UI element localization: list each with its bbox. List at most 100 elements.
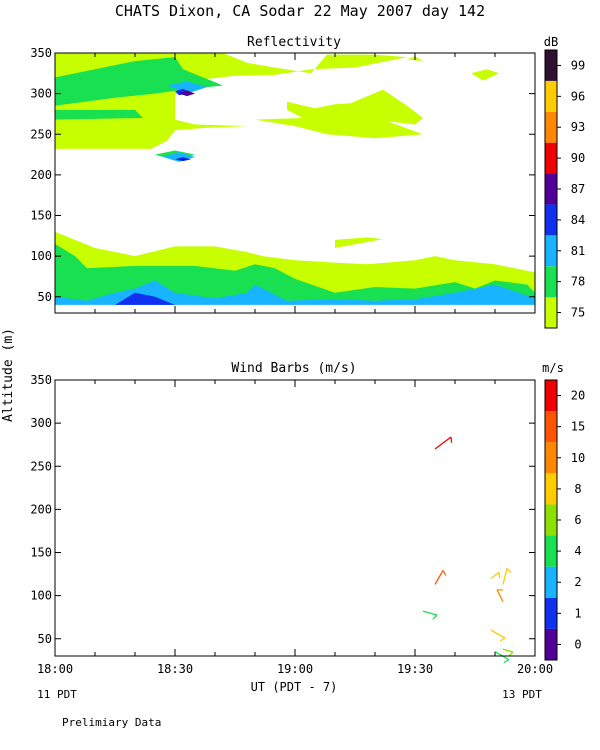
colorbar-swatch <box>545 380 557 412</box>
y-tick-label: 300 <box>30 416 52 430</box>
wind-barb-shaft <box>502 568 508 585</box>
contour-region <box>167 81 207 94</box>
colorbar-swatch <box>545 50 557 81</box>
wind-barb <box>490 571 501 579</box>
colorbar-swatch <box>545 266 557 298</box>
wind-barb-shaft <box>434 436 452 450</box>
colorbar-swatch <box>545 411 557 443</box>
y-tick-label: 350 <box>30 46 52 60</box>
y-tick-label: 150 <box>30 546 52 560</box>
date-right-label: 13 PDT <box>502 688 542 701</box>
y-tick-label: 250 <box>30 127 52 141</box>
y-axis-label: Altitude (m) <box>1 328 16 422</box>
contour-region <box>179 158 187 161</box>
colorbar-label: 75 <box>571 306 585 320</box>
colorbar-label: 20 <box>571 389 585 403</box>
colorbar-label: 99 <box>571 58 585 72</box>
colorbar-label: 81 <box>571 244 585 258</box>
colorbar-swatch <box>545 204 557 236</box>
y-tick-label: 100 <box>30 589 52 603</box>
wind-barb <box>422 610 438 620</box>
windbarb-plot: 50 100 150 200 250 300 350 18:00 18:30 19:00 19:30… <box>30 373 555 676</box>
y-tick-label: 200 <box>30 502 52 516</box>
x-tick-label: 19:30 <box>397 662 433 676</box>
wind-barb-shaft <box>502 648 514 653</box>
x-tick-label: 18:00 <box>37 662 73 676</box>
reflectivity-plot: 50 100 150 200 250 300 350 <box>30 46 536 314</box>
colorbar-label: 90 <box>571 151 585 165</box>
wind-barb-shaft <box>490 629 506 639</box>
wind-barb-flag <box>499 637 506 642</box>
colorbar-label: 0 <box>574 637 581 651</box>
y-tick-label: 50 <box>38 632 52 646</box>
colorbar-label: 6 <box>574 513 581 527</box>
wind-barb-shaft <box>490 571 500 579</box>
x-tick-label: 19:00 <box>277 662 313 676</box>
contour-region <box>179 90 195 97</box>
reflectivity-title: Reflectivity <box>247 35 341 50</box>
wind-barb <box>434 570 447 585</box>
wind-barb <box>502 567 512 585</box>
footer-note: Prelimiary Data <box>62 716 161 729</box>
colorbar-label: 78 <box>571 275 585 289</box>
wind-barb-shaft <box>434 570 444 585</box>
colorbar-swatch <box>545 442 557 474</box>
colorbar-label: 93 <box>571 120 585 134</box>
colorbar-label: 2 <box>574 575 581 589</box>
x-tick-label: 18:30 <box>157 662 193 676</box>
wind-barb-flag <box>506 567 512 573</box>
wind-barb-shaft <box>422 610 438 616</box>
colorbar-swatch <box>545 173 557 205</box>
windbarb-colorbar-unit: m/s <box>542 361 564 375</box>
contour-region <box>335 89 423 125</box>
reflectivity-colorbar-unit: dB <box>544 35 558 49</box>
y-tick-label: 100 <box>30 249 52 263</box>
contour-region <box>335 237 383 248</box>
reflectivity-colorbar: 75 78 81 84 87 90 93 96 99 <box>544 49 585 329</box>
y-tick-label: 350 <box>30 373 52 387</box>
date-left-label: 11 PDT <box>37 688 77 701</box>
colorbar-swatch <box>545 628 557 660</box>
wind-barb-shaft <box>496 589 504 602</box>
colorbar-swatch <box>545 597 557 629</box>
contour-region <box>55 243 535 301</box>
wind-barb <box>496 589 504 602</box>
colorbar-swatch <box>545 566 557 598</box>
wind-barb-flag <box>508 651 514 657</box>
figure-title: CHATS Dixon, CA Sodar 22 May 2007 day 14… <box>115 2 485 20</box>
colorbar-label: 96 <box>571 89 585 103</box>
windbarb-title: Wind Barbs (m/s) <box>231 361 356 376</box>
wind-barb-flag <box>450 436 453 443</box>
wind-barb-flag <box>503 659 510 664</box>
y-tick-label: 50 <box>38 290 52 304</box>
colorbar-label: 87 <box>571 182 585 196</box>
wind-barb <box>490 629 506 642</box>
colorbar-label: 15 <box>571 420 585 434</box>
y-tick-label: 300 <box>30 87 52 101</box>
x-axis-label: UT (PDT - 7) <box>251 680 338 694</box>
windbarb-colorbar: 0 1 2 4 6 8 10 15 20 <box>544 379 585 661</box>
colorbar-swatch <box>545 80 557 112</box>
colorbar-swatch <box>545 473 557 505</box>
plot-frame <box>54 379 536 657</box>
y-tick-label: 150 <box>30 209 52 223</box>
wind-barb-flag <box>498 572 501 579</box>
colorbar-swatch <box>545 535 557 567</box>
colorbar-swatch <box>545 235 557 267</box>
wind-barb-flag <box>432 614 438 620</box>
colorbar-label: 4 <box>574 544 581 558</box>
contour-region <box>55 280 535 305</box>
contour-region <box>115 292 175 305</box>
wind-barb-flag <box>442 570 447 576</box>
colorbar-swatch <box>545 142 557 174</box>
wind-barb <box>494 651 510 664</box>
colorbar-label: 10 <box>571 451 585 465</box>
contour-region <box>255 101 423 139</box>
colorbar-label: 8 <box>574 482 581 496</box>
contour-region <box>55 109 143 120</box>
wind-barb <box>502 648 514 657</box>
y-tick-label: 250 <box>30 459 52 473</box>
y-tick-label: 200 <box>30 168 52 182</box>
wind-barb <box>434 436 453 450</box>
